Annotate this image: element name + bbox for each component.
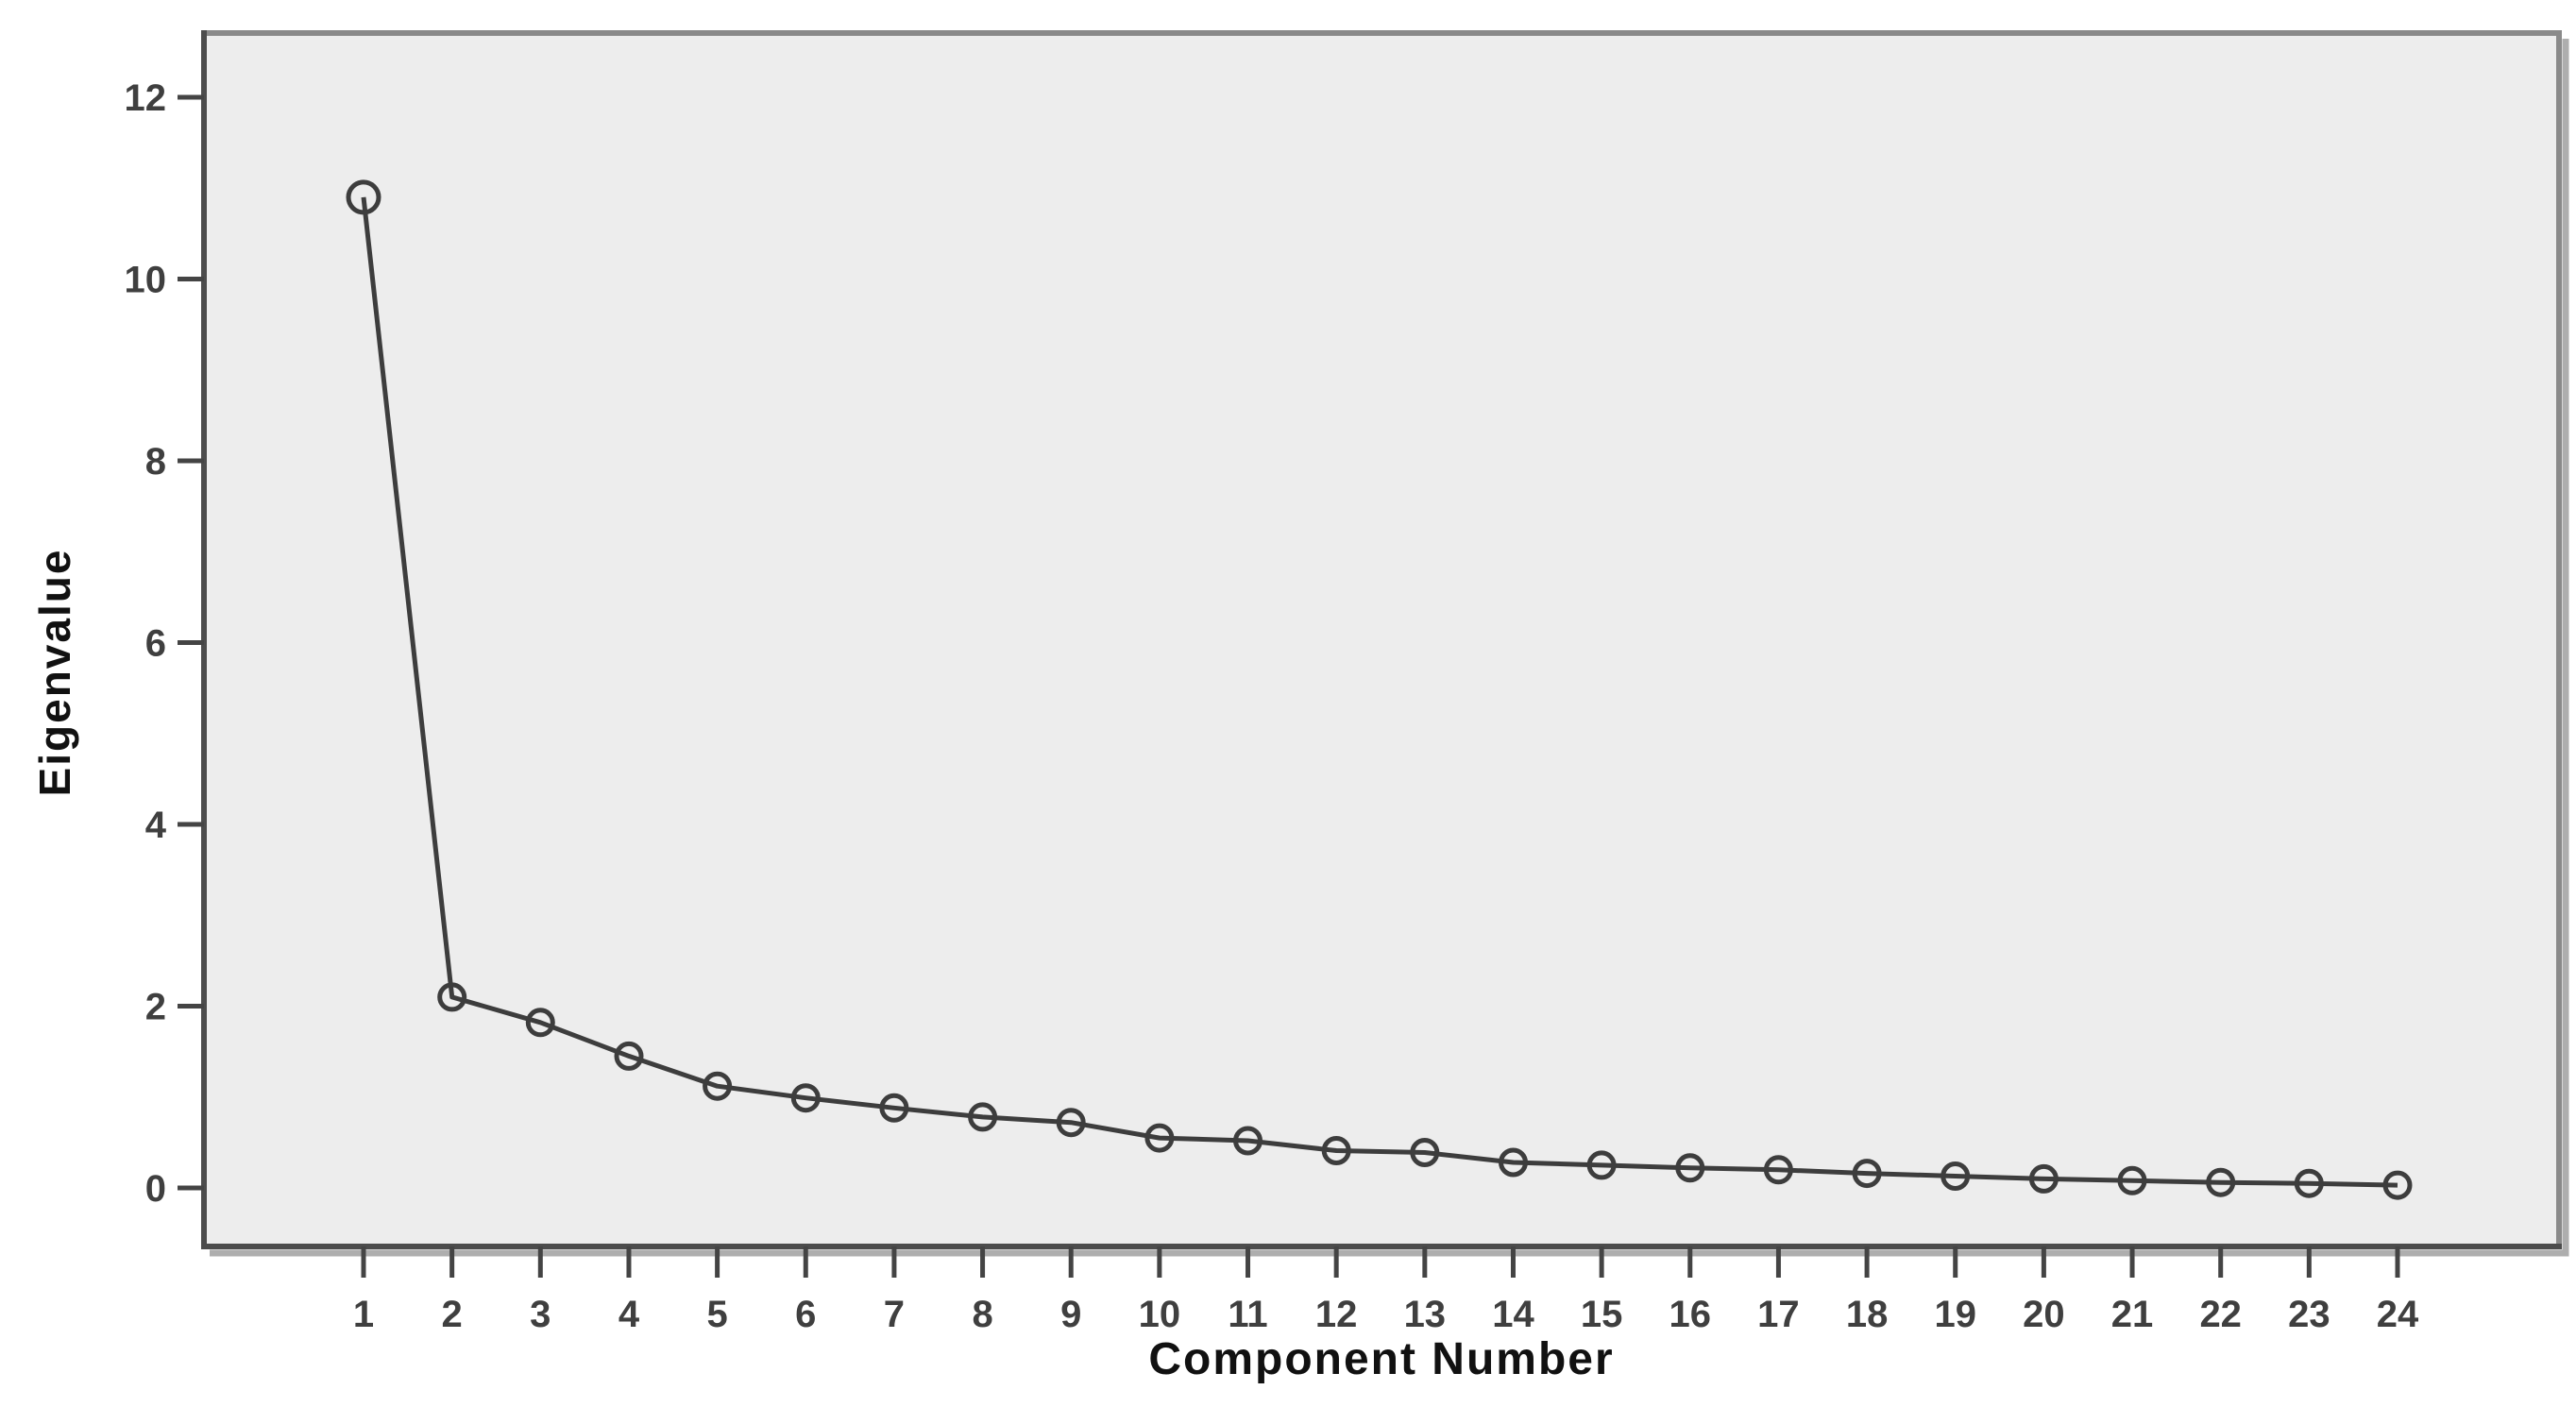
data-point-marker xyxy=(2117,1165,2147,1195)
x-tick-label: 4 xyxy=(619,1294,640,1335)
y-tick-label: 12 xyxy=(125,77,167,119)
data-point-marker xyxy=(1233,1126,1263,1156)
x-tick-label: 21 xyxy=(2111,1294,2154,1335)
data-point-marker xyxy=(879,1093,909,1123)
plot-area xyxy=(204,33,2559,1246)
data-point-marker xyxy=(703,1071,733,1101)
data-point-marker xyxy=(2206,1167,2236,1197)
y-axis-title: Eigenvalue xyxy=(30,548,79,797)
data-point-marker xyxy=(1852,1159,1882,1189)
frame-shadow xyxy=(210,39,2569,1257)
x-tick-label: 18 xyxy=(1846,1294,1889,1335)
x-tick-label: 17 xyxy=(1757,1294,1800,1335)
x-tick-label: 6 xyxy=(795,1294,816,1335)
data-point-marker xyxy=(968,1102,998,1132)
data-point-marker xyxy=(1144,1123,1175,1153)
data-point-marker xyxy=(346,179,381,215)
data-point-marker xyxy=(1321,1136,1351,1165)
data-point-marker xyxy=(614,1041,644,1071)
y-tick-label: 2 xyxy=(145,987,166,1028)
data-point-marker xyxy=(1763,1155,1793,1185)
data-point-marker xyxy=(1056,1108,1086,1138)
y-tick-label: 0 xyxy=(145,1168,166,1210)
data-point-marker xyxy=(437,982,467,1012)
data-point-marker xyxy=(1675,1153,1705,1183)
x-tick-label: 22 xyxy=(2199,1294,2242,1335)
data-point-marker xyxy=(1586,1150,1617,1180)
x-tick-label: 13 xyxy=(1404,1294,1447,1335)
series-line xyxy=(361,196,2398,1188)
x-tick-label: 24 xyxy=(2377,1294,2419,1335)
y-tick-label: 8 xyxy=(145,441,166,483)
x-tick-label: 15 xyxy=(1581,1294,1623,1335)
x-axis-title: Component Number xyxy=(1148,1334,1615,1384)
data-point-marker xyxy=(2028,1163,2059,1194)
data-point-marker xyxy=(1410,1138,1440,1167)
y-tick-label: 10 xyxy=(125,260,167,301)
x-tick-label: 9 xyxy=(1060,1294,1081,1335)
x-tick-label: 1 xyxy=(353,1294,374,1335)
y-tick-label: 4 xyxy=(145,805,167,846)
data-point-marker xyxy=(1940,1161,1971,1191)
x-tick-label: 16 xyxy=(1669,1294,1712,1335)
x-tick-label: 7 xyxy=(884,1294,905,1335)
x-tick-label: 3 xyxy=(530,1294,551,1335)
x-tick-label: 20 xyxy=(2023,1294,2065,1335)
x-tick-label: 14 xyxy=(1492,1294,1534,1335)
x-tick-label: 8 xyxy=(972,1294,992,1335)
x-tick-label: 19 xyxy=(1934,1294,1976,1335)
data-point-marker xyxy=(2294,1168,2324,1198)
x-tick-label: 2 xyxy=(442,1294,463,1335)
data-point-marker xyxy=(1499,1147,1528,1178)
x-tick-label: 23 xyxy=(2288,1294,2330,1335)
data-point-marker xyxy=(2382,1170,2413,1200)
y-tick-label: 6 xyxy=(145,623,166,665)
x-tick-label: 10 xyxy=(1139,1294,1181,1335)
x-tick-label: 11 xyxy=(1228,1294,1267,1335)
data-point-marker xyxy=(525,1008,555,1038)
x-tick-label: 5 xyxy=(706,1294,727,1335)
data-point-marker xyxy=(790,1083,821,1113)
x-tick-label: 12 xyxy=(1315,1294,1358,1335)
